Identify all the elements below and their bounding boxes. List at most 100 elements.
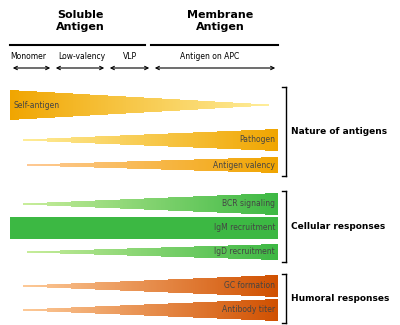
Bar [102, 306, 103, 314]
Bar [192, 303, 193, 318]
Bar [187, 247, 188, 257]
Bar [193, 160, 194, 171]
Bar [203, 278, 204, 294]
Bar [136, 281, 137, 291]
Bar [183, 303, 184, 317]
Text: VLP: VLP [123, 52, 137, 61]
Bar [199, 101, 200, 110]
Bar [142, 135, 143, 146]
Bar [92, 306, 93, 313]
Bar [256, 300, 258, 320]
Bar [274, 275, 275, 297]
Bar [228, 301, 229, 319]
Bar [91, 201, 92, 207]
Bar [62, 163, 63, 166]
Bar [94, 306, 95, 314]
Bar [219, 301, 220, 318]
Bar [70, 217, 71, 239]
Bar [160, 134, 161, 146]
Bar [118, 281, 119, 291]
Bar [148, 248, 149, 256]
Bar [32, 164, 33, 166]
Bar [83, 283, 84, 289]
Bar [117, 281, 118, 291]
Bar [77, 283, 78, 289]
Bar [258, 276, 259, 296]
Bar [94, 162, 95, 167]
Bar [181, 197, 182, 211]
Bar [25, 309, 26, 311]
Bar [187, 279, 188, 293]
Bar [245, 194, 246, 214]
Bar [206, 278, 208, 294]
Bar [268, 275, 269, 297]
Bar [98, 249, 99, 255]
Bar [195, 246, 196, 257]
Bar [191, 133, 192, 148]
Bar [174, 133, 175, 147]
Bar [272, 129, 273, 151]
Bar [92, 283, 93, 289]
Bar [201, 196, 202, 212]
Bar [50, 202, 51, 206]
Bar [213, 246, 214, 258]
Bar [194, 217, 195, 239]
Bar [171, 247, 172, 257]
Bar [52, 251, 53, 253]
Bar [254, 245, 255, 259]
Text: Self-antigen: Self-antigen [14, 100, 60, 110]
Bar [38, 285, 40, 287]
Bar [177, 279, 178, 293]
Bar [236, 277, 237, 295]
Bar [27, 217, 28, 239]
Bar [142, 248, 143, 256]
Bar [116, 96, 117, 114]
Bar [42, 309, 43, 311]
Bar [35, 309, 36, 311]
Bar [270, 193, 271, 215]
Bar [84, 94, 85, 116]
Bar [194, 100, 195, 110]
Bar [198, 217, 199, 239]
Bar [79, 250, 80, 254]
Bar [152, 217, 153, 239]
Bar [160, 98, 161, 111]
Bar [97, 217, 98, 239]
Bar [206, 101, 208, 109]
Bar [18, 217, 19, 239]
Bar [205, 101, 206, 109]
Bar [135, 135, 136, 145]
Bar [90, 283, 91, 289]
Bar [235, 103, 236, 107]
Bar [158, 304, 159, 316]
Bar [267, 217, 268, 239]
Bar [260, 276, 261, 296]
Bar [267, 299, 268, 320]
Bar [129, 199, 130, 209]
Bar [68, 202, 69, 206]
Bar [82, 137, 83, 143]
Bar [206, 302, 208, 318]
Bar [175, 303, 176, 317]
Bar [103, 217, 104, 239]
Bar [23, 217, 24, 239]
Bar [260, 158, 261, 173]
Bar [91, 307, 92, 313]
Bar [274, 244, 275, 260]
Bar [244, 300, 245, 319]
Bar [228, 277, 229, 295]
Bar [186, 197, 187, 211]
Bar [183, 247, 184, 257]
Bar [130, 162, 132, 169]
Bar [140, 135, 141, 145]
Bar [40, 285, 41, 287]
Bar [55, 138, 56, 142]
Bar [166, 198, 167, 210]
Bar [190, 100, 191, 110]
Text: Low-valency: Low-valency [58, 52, 106, 61]
Bar [223, 301, 224, 319]
Bar [67, 93, 68, 117]
Bar [246, 130, 247, 150]
Bar [228, 195, 229, 213]
Bar [57, 93, 58, 117]
